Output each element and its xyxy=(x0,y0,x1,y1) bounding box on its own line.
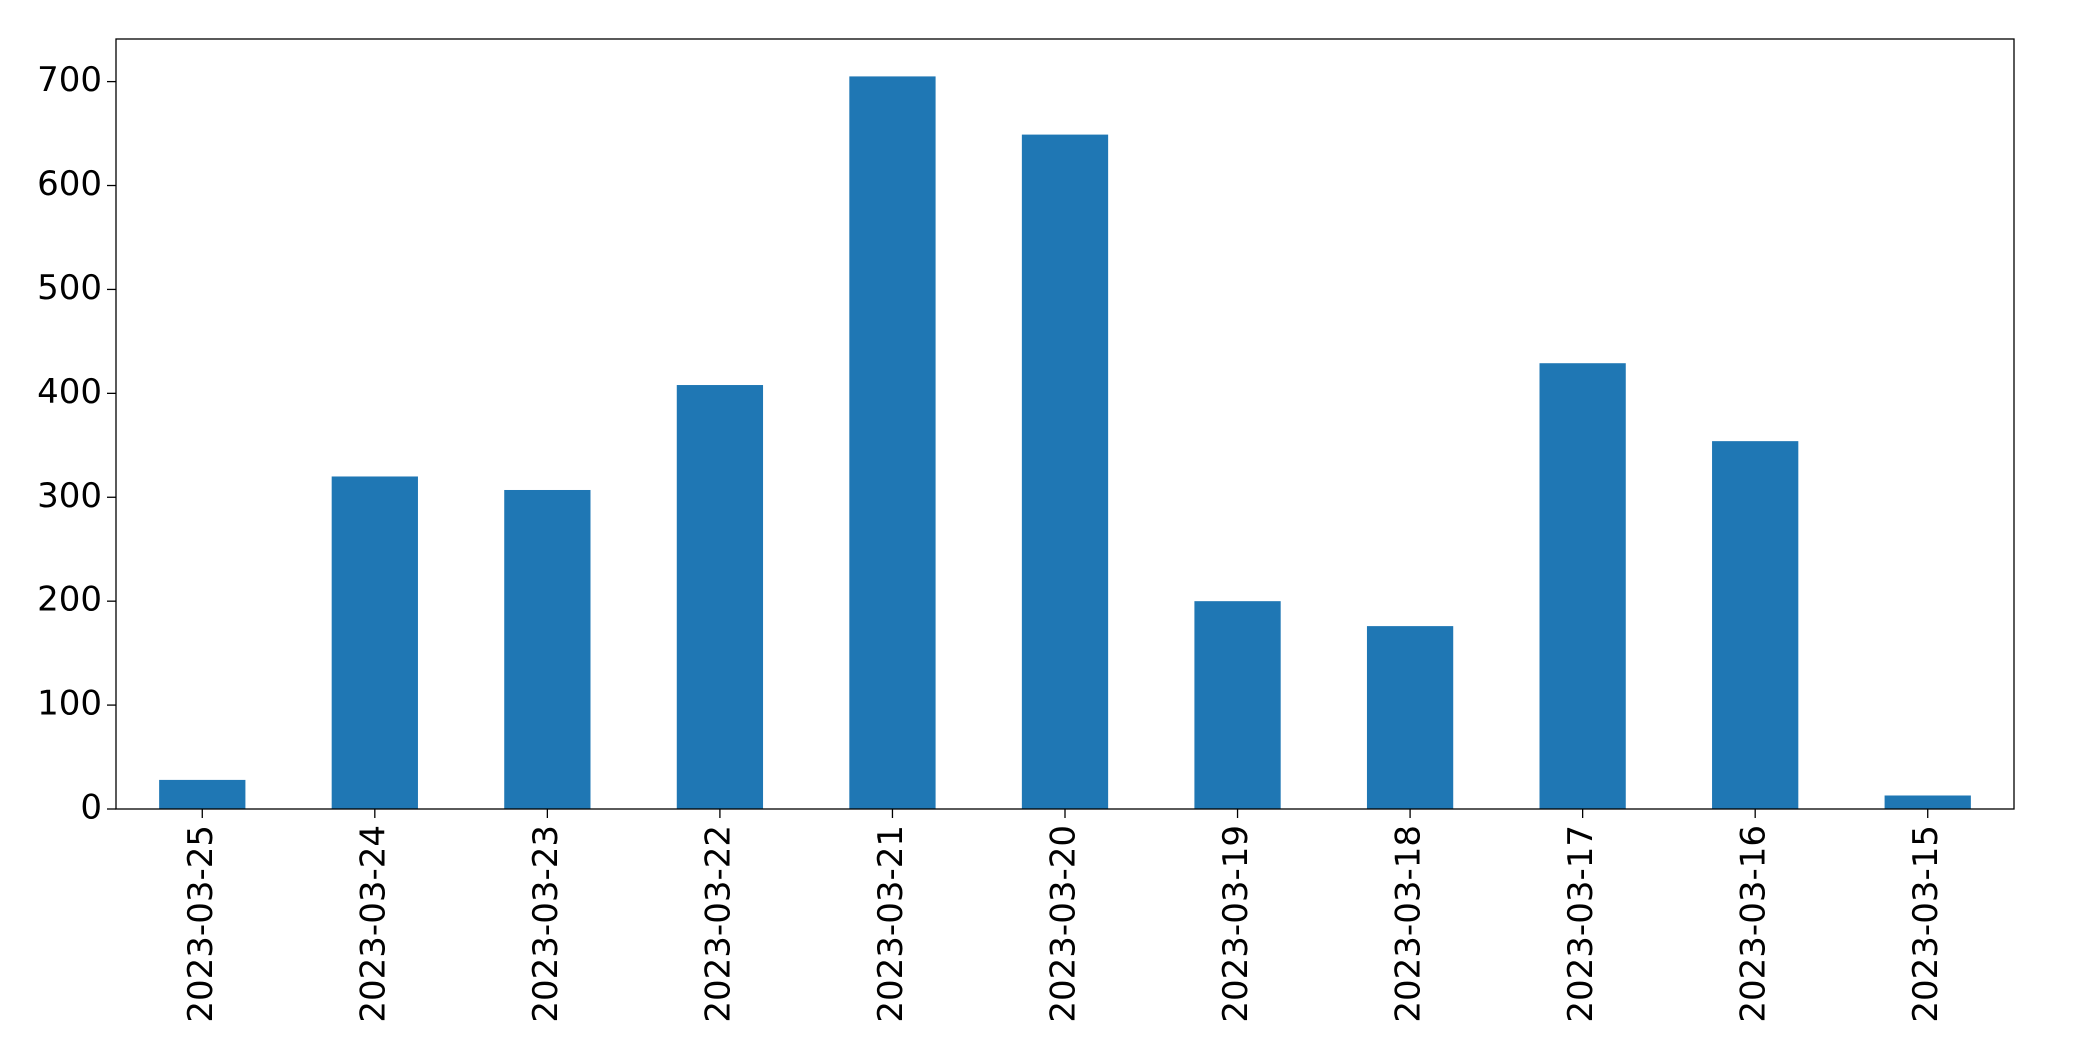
bar xyxy=(849,76,936,809)
bar xyxy=(1366,626,1454,809)
x-tick-label: 2023-03-22 xyxy=(698,825,738,1023)
y-tick-label: 500 xyxy=(37,268,102,308)
bar xyxy=(1021,134,1109,810)
y-tick-label: 400 xyxy=(37,372,102,412)
x-tick-label: 2023-03-18 xyxy=(1389,825,1429,1023)
x-tick-label: 2023-03-19 xyxy=(1216,825,1256,1023)
y-tick-label: 200 xyxy=(37,580,102,620)
bar xyxy=(676,385,764,809)
x-tick-label: 2023-03-16 xyxy=(1734,825,1774,1023)
x-tick-label: 2023-03-24 xyxy=(353,825,393,1023)
x-tick-label: 2023-03-20 xyxy=(1044,825,1084,1023)
bar xyxy=(1712,441,1799,809)
bar xyxy=(1884,795,1971,809)
y-tick-label: 300 xyxy=(37,476,102,516)
x-tick-label: 2023-03-17 xyxy=(1561,825,1601,1023)
plot-frame xyxy=(115,38,2015,810)
x-tick-label: 2023-03-15 xyxy=(1906,825,1946,1023)
bar xyxy=(159,779,246,809)
bar xyxy=(1194,601,1281,809)
bar xyxy=(504,489,591,809)
y-tick-label: 600 xyxy=(37,164,102,204)
x-tick-label: 2023-03-25 xyxy=(181,825,221,1023)
y-tick-label: 0 xyxy=(80,788,102,828)
bar xyxy=(1539,363,1626,809)
y-tick-label: 100 xyxy=(37,684,102,724)
y-tick-label: 700 xyxy=(37,60,102,100)
bar xyxy=(331,476,418,809)
x-tick-label: 2023-03-21 xyxy=(871,825,911,1023)
x-tick-label: 2023-03-23 xyxy=(526,825,566,1023)
